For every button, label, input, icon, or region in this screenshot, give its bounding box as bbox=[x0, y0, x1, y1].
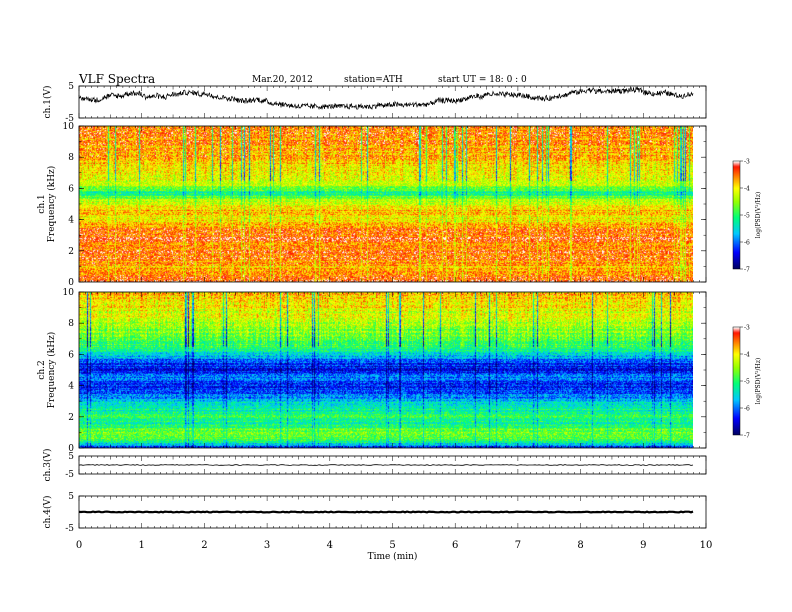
start-time-label: start UT = 18: 0 : 0 bbox=[438, 75, 527, 85]
colorbar-tick-label: -5 bbox=[744, 213, 750, 220]
colorbar bbox=[733, 327, 740, 435]
y-tick-label: 2 bbox=[68, 247, 74, 257]
colorbar-tick-label: -5 bbox=[744, 379, 750, 386]
ch3-waveform bbox=[78, 464, 694, 466]
y-tick-label: 6 bbox=[68, 350, 74, 360]
x-tick-label: 7 bbox=[515, 540, 521, 551]
y-tick-label: 5 bbox=[68, 452, 74, 462]
y-tick-label: 5 bbox=[68, 492, 74, 502]
x-axis-label: Time (min) bbox=[368, 551, 418, 562]
x-tick-label: 8 bbox=[577, 540, 583, 551]
y-tick-label: 4 bbox=[68, 216, 74, 226]
x-tick-label: 2 bbox=[201, 540, 207, 551]
date-label: Mar.20, 2012 bbox=[252, 75, 313, 85]
x-tick-label: 10 bbox=[700, 540, 713, 551]
x-tick-label: 4 bbox=[327, 540, 333, 551]
colorbar-tick-label: -3 bbox=[744, 325, 750, 332]
y-axis-label: Frequency (kHz) bbox=[46, 332, 57, 409]
y-tick-label: 2 bbox=[68, 413, 74, 423]
x-tick-label: 5 bbox=[389, 540, 395, 551]
y-axis-label: Frequency (kHz) bbox=[46, 166, 57, 243]
y-tick-label: 10 bbox=[63, 288, 75, 298]
y-tick-label: -5 bbox=[65, 470, 74, 480]
y-tick-label: 0 bbox=[68, 444, 74, 454]
colorbar bbox=[733, 161, 740, 269]
colorbar-label: log(PSD(V²/Hz) bbox=[755, 358, 762, 405]
y-tick-label: 8 bbox=[68, 153, 74, 163]
figure-title: VLF Spectra bbox=[79, 72, 156, 86]
ch1-spectrogram bbox=[79, 126, 693, 282]
y-tick-label: 8 bbox=[68, 319, 74, 329]
colorbar-tick-label: -4 bbox=[744, 352, 750, 359]
y-axis-label: ch.1 bbox=[37, 194, 47, 213]
colorbar-tick-label: -7 bbox=[744, 267, 750, 274]
colorbar-tick-label: -6 bbox=[744, 406, 750, 413]
ch1-waveform bbox=[78, 86, 694, 111]
y-axis-label: ch.1(V) bbox=[42, 86, 53, 119]
x-tick-label: 1 bbox=[139, 540, 145, 551]
y-axis-label: ch.4(V) bbox=[42, 496, 53, 529]
x-tick-label: 9 bbox=[640, 540, 646, 551]
y-tick-label: 4 bbox=[68, 382, 74, 392]
y-tick-label: -5 bbox=[65, 114, 74, 124]
colorbar-tick-label: -7 bbox=[744, 433, 750, 440]
colorbar-tick-label: -3 bbox=[744, 159, 750, 166]
y-tick-label: -5 bbox=[65, 524, 74, 534]
y-tick-label: 5 bbox=[68, 82, 74, 92]
y-tick-label: 6 bbox=[68, 184, 74, 194]
y-axis-label: ch.3(V) bbox=[42, 449, 53, 482]
ch4-waveform bbox=[78, 510, 694, 514]
station-label: station=ATH bbox=[344, 75, 403, 85]
x-tick-label: 3 bbox=[264, 540, 270, 551]
colorbar-tick-label: -4 bbox=[744, 186, 750, 193]
x-tick-label: 6 bbox=[452, 540, 458, 551]
colorbar-label: log(PSD(V²/Hz) bbox=[755, 192, 762, 239]
y-tick-label: 0 bbox=[68, 278, 74, 288]
y-axis-label: ch.2 bbox=[37, 360, 47, 379]
y-tick-label: 10 bbox=[63, 122, 75, 132]
x-tick-label: 0 bbox=[76, 540, 82, 551]
ch2-spectrogram bbox=[79, 292, 693, 448]
colorbar-tick-label: -6 bbox=[744, 240, 750, 247]
